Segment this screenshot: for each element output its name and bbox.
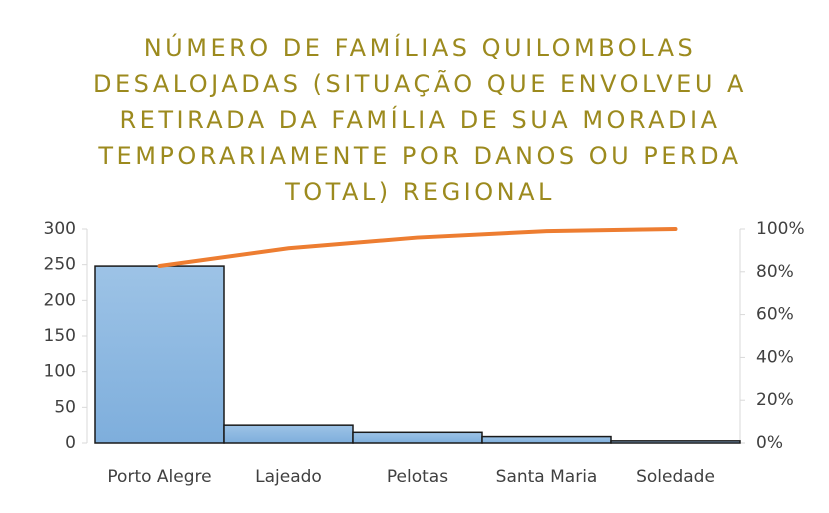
chart-title: NÚMERO DE FAMÍLIAS QUILOMBOLAS DESALOJAD…	[93, 34, 747, 206]
y-tick-label: 50	[54, 397, 76, 417]
bar	[352, 431, 483, 444]
y-tick-label: 100	[44, 362, 76, 382]
y-tick-label: 300	[44, 219, 76, 239]
x-tick-label: Lajeado	[255, 467, 322, 487]
y-tick-label: 0	[65, 433, 76, 453]
bar	[481, 435, 612, 444]
y2-tick-label: 0%	[756, 433, 783, 453]
y2-tick-label: 20%	[756, 390, 794, 410]
y-tick-label: 200	[44, 290, 76, 310]
x-tick-label: Pelotas	[387, 467, 448, 487]
cumulative-line	[157, 227, 678, 269]
y2-tick-label: 40%	[756, 347, 794, 367]
bar	[610, 440, 741, 444]
x-tick-label: Porto Alegre	[107, 467, 211, 487]
y-tick-label: 150	[44, 326, 76, 346]
y2-tick-label: 100%	[756, 219, 805, 239]
bar	[94, 265, 225, 444]
x-tick-label: Soledade	[636, 467, 715, 487]
y-tick-label: 250	[44, 255, 76, 275]
x-tick-label: Santa Maria	[496, 467, 598, 487]
y2-tick-label: 80%	[756, 262, 794, 282]
bar	[223, 424, 354, 444]
y2-tick-label: 60%	[756, 305, 794, 325]
